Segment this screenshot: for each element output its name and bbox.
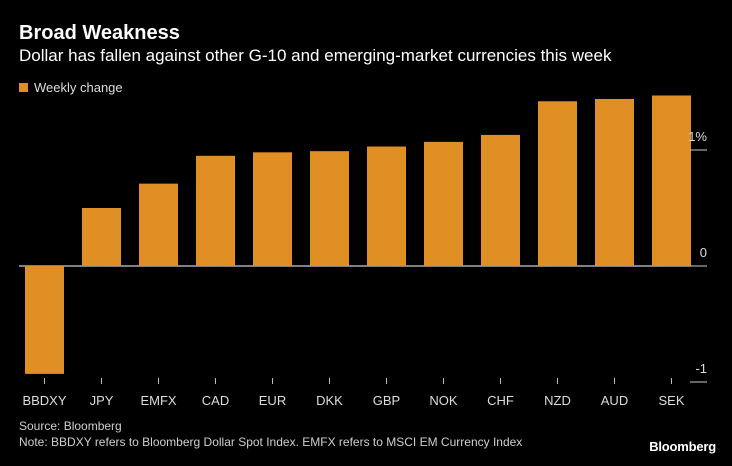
x-tick-label: SEK	[658, 393, 684, 408]
x-tick-label: JPY	[90, 393, 114, 408]
footnote: Note: BBDXY refers to Bloomberg Dollar S…	[19, 435, 523, 449]
source-note: Source: Bloomberg	[19, 419, 122, 433]
y-tick-label: 0	[700, 245, 707, 260]
bar-cad	[196, 155, 235, 266]
bar-jpy	[82, 208, 121, 266]
bar-aud	[595, 98, 634, 267]
bar-dkk	[310, 151, 349, 266]
x-tick-label: NZD	[544, 393, 571, 408]
chart-subtitle: Dollar has fallen against other G-10 and…	[19, 46, 612, 65]
bar-sek	[652, 95, 691, 266]
legend-label: Weekly change	[34, 80, 123, 95]
bar-nok	[424, 141, 463, 266]
legend-swatch	[19, 83, 28, 92]
x-tick-label: EUR	[259, 393, 286, 408]
bar-emfx	[139, 183, 178, 266]
bloomberg-logo: Bloomberg	[649, 439, 716, 454]
x-tick-label: NOK	[429, 393, 458, 408]
x-tick-label: DKK	[316, 393, 343, 408]
bar-gbp	[367, 146, 406, 266]
bar-chf	[481, 134, 520, 266]
bar-bbdxy	[25, 266, 64, 374]
x-tick-label: BBDXY	[22, 393, 66, 408]
bar-nzd	[538, 101, 577, 266]
x-tick-label: EMFX	[140, 393, 176, 408]
bar-eur	[253, 152, 292, 266]
x-tick-label: CAD	[202, 393, 229, 408]
y-tick-label: 1%	[688, 129, 707, 144]
x-tick-label: AUD	[601, 393, 628, 408]
x-tick-label: CHF	[487, 393, 514, 408]
legend: Weekly change	[19, 80, 123, 95]
chart-title: Broad Weakness	[19, 22, 180, 44]
x-tick-label: GBP	[373, 393, 400, 408]
y-tick-label: -1	[695, 361, 707, 376]
